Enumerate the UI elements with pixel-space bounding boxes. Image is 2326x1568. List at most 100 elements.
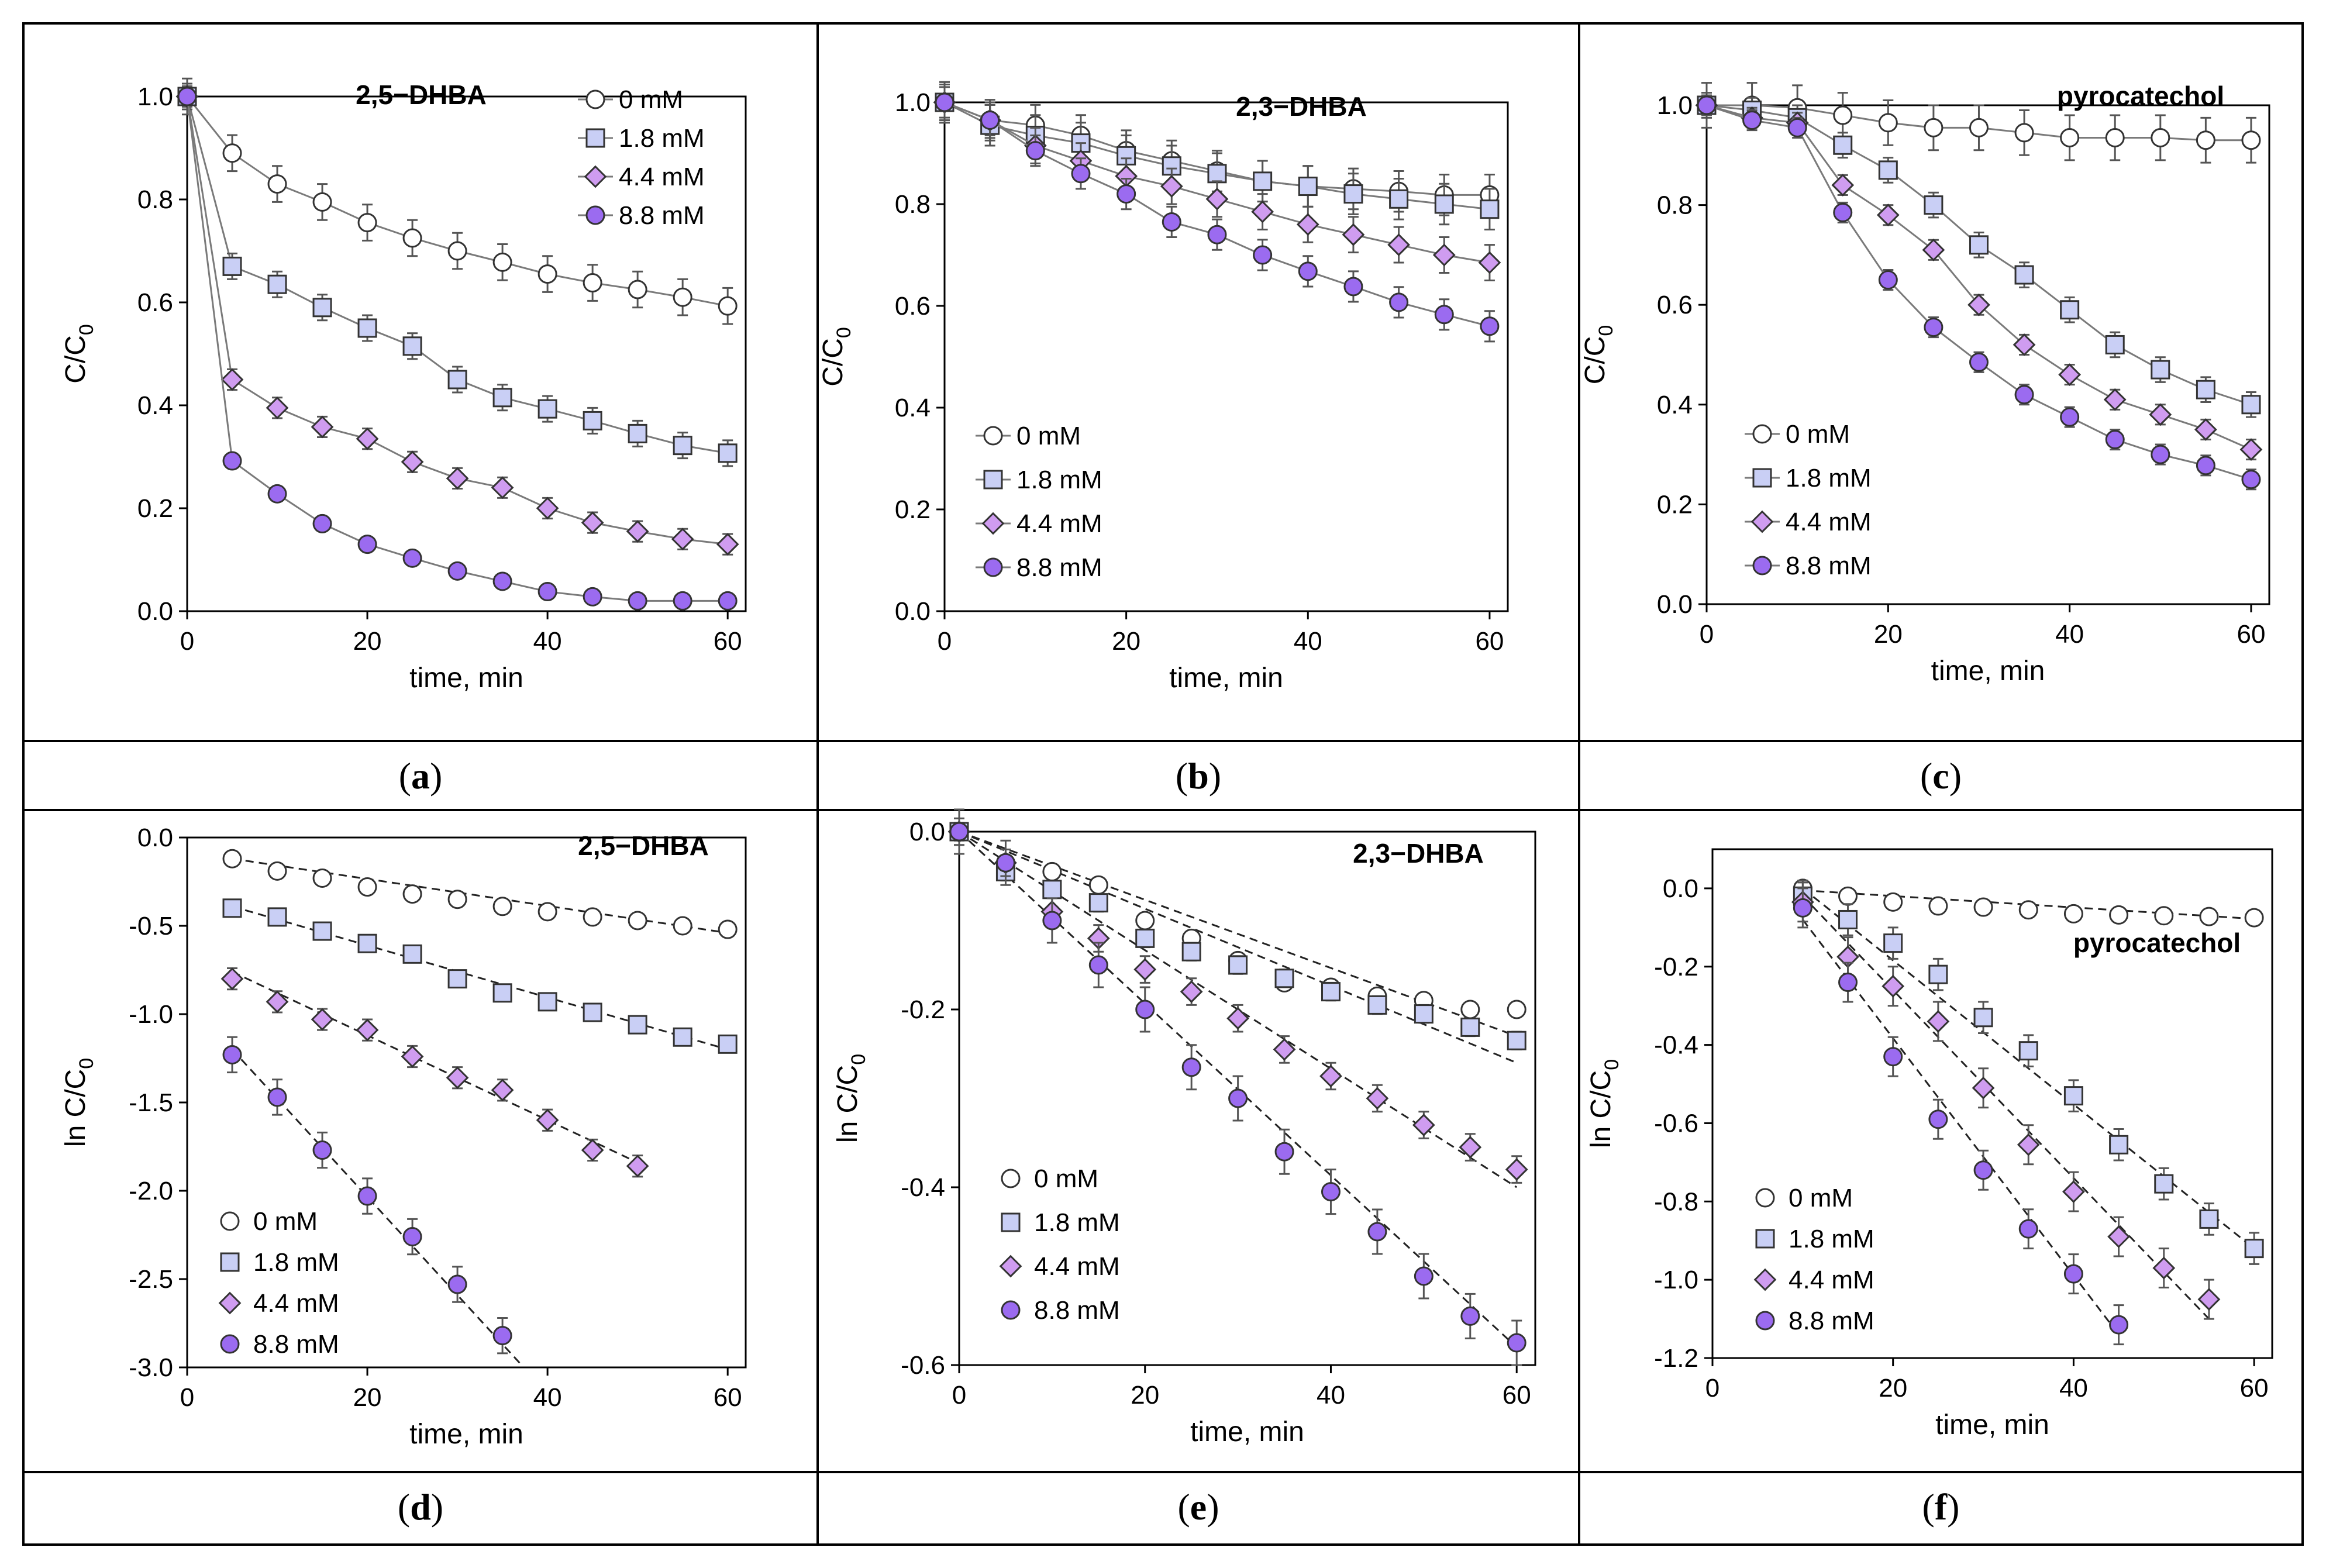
data-point <box>1969 352 1989 372</box>
data-point <box>491 476 514 499</box>
data-point <box>1274 1142 1294 1162</box>
legend-label: 0 mM <box>253 1207 318 1236</box>
caption-letter: e <box>1190 1486 1207 1528</box>
data-point <box>1389 189 1409 209</box>
data-point <box>536 1108 559 1132</box>
data-point <box>2063 1086 2083 1106</box>
data-point <box>1924 195 1943 215</box>
legend-marker <box>585 89 605 109</box>
data-point <box>222 256 242 276</box>
legend-marker <box>1001 1169 1021 1188</box>
data-point <box>267 274 287 294</box>
caption-paren-close: ) <box>1209 755 1221 797</box>
data-point <box>626 520 649 543</box>
data-point <box>1389 292 1409 312</box>
legend-label: 1.8 mM <box>1016 466 1102 494</box>
series-8-8-mM <box>949 808 1526 1366</box>
y-tick-label: 1.0 <box>137 82 173 111</box>
chart-panel: 0 20 40 60 0.0 -0.2 -0.4 -0.6 -0.8 -1.0 -1.2 time, … <box>1586 848 2273 1441</box>
plot-area <box>1705 104 2270 605</box>
x-tick-label: 20 <box>1874 620 1903 649</box>
caption-paren-close: ) <box>1207 1486 1219 1528</box>
y-axis-title-subscript: 0 <box>75 324 98 335</box>
x-tick-label: 40 <box>1294 627 1322 656</box>
data-point <box>1833 202 1853 222</box>
data-point <box>1460 1017 1480 1037</box>
x-axis-title: time, min <box>1169 663 1283 694</box>
data-point <box>2058 363 2082 386</box>
data-point <box>492 983 512 1003</box>
data-point <box>583 587 602 606</box>
data-point <box>2014 123 2034 143</box>
legend-marker <box>1750 510 1774 533</box>
data-point <box>1253 245 1273 265</box>
data-point <box>2107 1225 2130 1248</box>
data-point <box>718 1034 738 1054</box>
caption-paren-close: ) <box>1947 1486 1959 1528</box>
data-point <box>1928 964 1948 984</box>
data-point <box>1117 184 1136 204</box>
legend: 0 mM 1.8 mM 4.4 mM 8.8 mM <box>578 85 705 230</box>
x-tick-label: 40 <box>2059 1374 2088 1402</box>
caption-paren-open: ( <box>399 755 411 797</box>
data-point <box>1507 1031 1526 1050</box>
caption-paren-open: ( <box>1920 755 1932 797</box>
fit-line <box>1802 895 2210 1320</box>
data-point <box>1480 316 1500 336</box>
data-point <box>1927 1010 1950 1033</box>
data-point <box>2196 456 2215 475</box>
y-tick-label: -1.5 <box>129 1088 173 1117</box>
data-point <box>1878 113 1898 133</box>
legend-marker <box>1752 556 1772 575</box>
legend-marker <box>983 426 1003 446</box>
data-point <box>2244 1239 2264 1259</box>
data-point <box>1366 1087 1389 1110</box>
x-tick-label: 0 <box>952 1381 966 1410</box>
data-point <box>1973 897 1993 917</box>
data-point <box>402 228 422 248</box>
y-tick-label: 0.0 <box>137 823 173 852</box>
data-point <box>1876 204 1900 227</box>
data-point <box>2014 265 2034 285</box>
panel-caption: (a) <box>399 755 443 797</box>
y-tick-label: 0.0 <box>909 818 945 846</box>
data-point <box>1042 911 1062 931</box>
data-point <box>311 415 334 439</box>
data-point <box>401 450 424 474</box>
data-point <box>447 370 467 390</box>
data-point <box>1133 958 1157 981</box>
legend-label: 8.8 mM <box>1786 552 1872 580</box>
data-point <box>267 484 287 504</box>
legend-marker <box>1755 1229 1775 1249</box>
data-point <box>312 298 332 318</box>
x-tick-label: 0 <box>1700 620 1714 649</box>
data-point <box>1160 175 1183 198</box>
data-point <box>220 368 244 391</box>
data-point <box>2063 904 2083 923</box>
data-point <box>1251 200 1274 223</box>
data-point <box>671 528 694 551</box>
y-tick-label: -0.4 <box>1654 1031 1698 1060</box>
y-tick-label: 0.2 <box>895 495 931 524</box>
legend-label: 8.8 mM <box>1789 1307 1874 1335</box>
data-point <box>446 1066 469 1090</box>
data-point <box>1882 974 1905 998</box>
data-point <box>1181 1057 1201 1077</box>
data-point <box>628 423 647 443</box>
data-point <box>2018 900 2038 920</box>
y-axis-title-subscript: 0 <box>833 327 855 338</box>
data-point <box>2241 395 2261 415</box>
x-tick-label: 0 <box>938 627 952 656</box>
data-point <box>357 318 377 338</box>
fit-line <box>232 971 638 1164</box>
y-axis-title-subscript: 0 <box>1601 1059 1623 1070</box>
caption-letter: a <box>411 755 430 797</box>
legend-marker <box>584 165 607 188</box>
data-point <box>2063 1264 2083 1284</box>
data-point <box>1787 118 1807 137</box>
data-point <box>2060 300 2080 320</box>
data-point <box>267 907 287 927</box>
data-point <box>2105 127 2125 147</box>
y-tick-label: 0.8 <box>1657 191 1693 220</box>
